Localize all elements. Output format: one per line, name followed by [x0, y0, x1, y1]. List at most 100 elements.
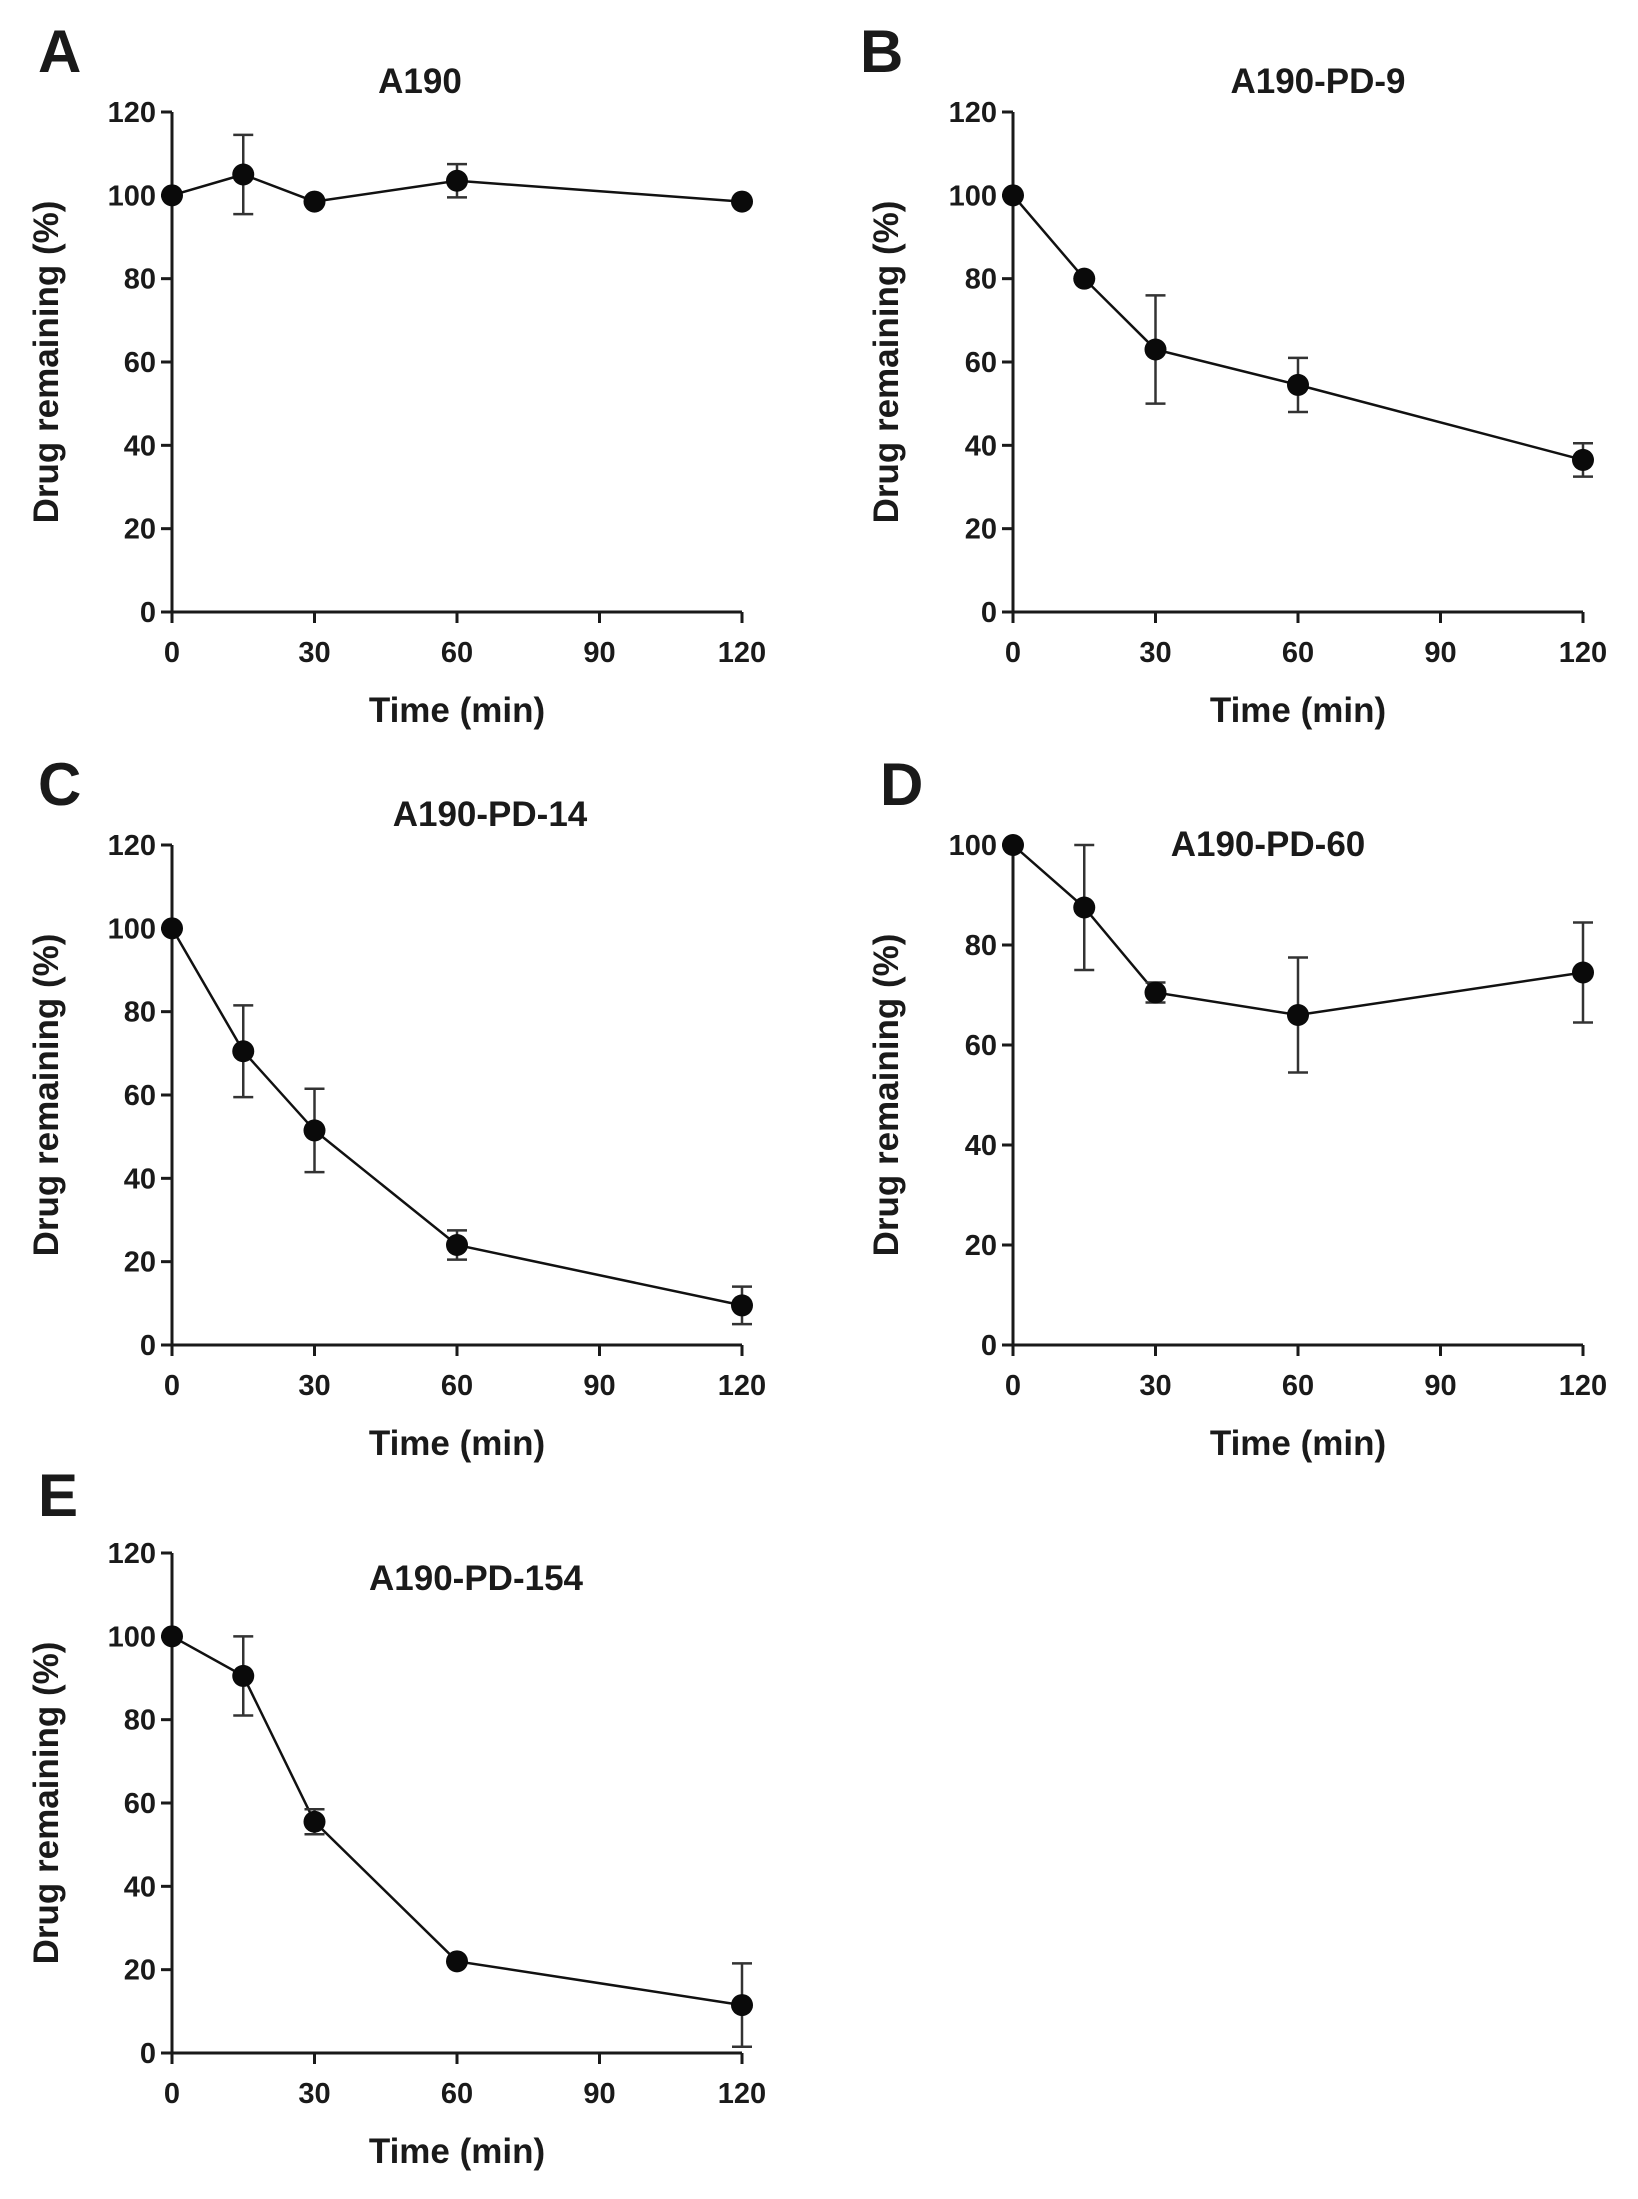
x-tick-label: 90 [583, 1370, 615, 1402]
data-point [1002, 184, 1024, 207]
y-tick-label: 100 [108, 1621, 156, 1653]
x-tick-label: 120 [718, 637, 766, 669]
x-tick-label: 90 [583, 2078, 615, 2110]
data-point [232, 163, 255, 186]
x-tick-label: 90 [1424, 637, 1456, 669]
x-tick-label: 60 [441, 1370, 473, 1402]
y-tick-label: 120 [108, 1538, 156, 1570]
chart-title: A190-PD-9 [1230, 62, 1405, 101]
x-axis-label: Time (min) [369, 2132, 545, 2171]
y-tick-label: 0 [140, 2038, 156, 2070]
panel-d: D A190-PD-60 0 20 40 60 80 100 0 30 60 90 120 Time (m… [867, 751, 1607, 1463]
data-point [1287, 373, 1309, 396]
series-line [1012, 194, 1584, 462]
panel-letter: A [38, 18, 81, 85]
x-tick-label: 30 [298, 637, 330, 669]
panel-letter: D [880, 751, 923, 818]
data-point [1073, 267, 1096, 290]
y-axis-label: Drug remaining (%) [27, 934, 66, 1257]
x-tick-label: 30 [298, 2078, 330, 2110]
y-tick-label: 120 [949, 97, 997, 129]
y-tick-label: 20 [124, 1955, 156, 1987]
y-tick-label: 60 [124, 1080, 156, 1112]
y-tick-label: 20 [124, 1247, 156, 1279]
data-point [303, 1119, 326, 1142]
data-point [731, 1294, 753, 1317]
series-line [171, 1635, 743, 2007]
panel-letter: B [860, 18, 903, 85]
x-tick-label: 120 [1559, 1370, 1607, 1402]
y-tick-label: 120 [108, 97, 156, 129]
data-point [303, 1810, 326, 1833]
data-point [1073, 896, 1096, 919]
y-tick-label: 60 [124, 347, 156, 379]
y-axis-label: Drug remaining (%) [27, 201, 66, 524]
y-tick-label: 60 [965, 1030, 997, 1062]
data-point [161, 917, 183, 940]
chart-title: A190-PD-60 [1171, 825, 1366, 864]
y-tick-label: 80 [124, 997, 156, 1029]
chart-title: A190-PD-154 [369, 1559, 584, 1598]
y-tick-label: 40 [124, 1163, 156, 1195]
y-tick-label: 60 [965, 347, 997, 379]
x-tick-label: 120 [1559, 637, 1607, 669]
y-tick-label: 40 [124, 430, 156, 462]
x-tick-label: 30 [1139, 637, 1171, 669]
x-tick-label: 30 [298, 1370, 330, 1402]
x-tick-label: 0 [164, 1370, 180, 1402]
data-point [1002, 834, 1024, 856]
y-axis-label: Drug remaining (%) [867, 934, 906, 1257]
y-tick-label: 100 [949, 830, 997, 862]
x-axis-label: Time (min) [369, 1424, 545, 1463]
x-tick-label: 60 [1282, 637, 1314, 669]
data-point [232, 1040, 255, 1063]
y-tick-label: 0 [140, 1330, 156, 1362]
data-point [1572, 961, 1594, 984]
x-tick-label: 120 [718, 2078, 766, 2110]
panel-e: E A190-PD-154 0 20 40 60 80 100 120 0 30 60 90 120 Tim… [27, 1462, 766, 2171]
panel-a: A A190 0 20 40 60 80 100 120 0 30 60 90 120 Time (min)… [27, 18, 766, 730]
y-tick-label: 40 [965, 430, 997, 462]
x-tick-label: 90 [1424, 1370, 1456, 1402]
y-tick-label: 100 [108, 180, 156, 212]
panel-b: B A190-PD-9 0 20 40 60 80 100 120 0 30 60 90 120 Time … [860, 18, 1607, 730]
y-tick-label: 60 [124, 1788, 156, 1820]
data-point [1287, 1004, 1309, 1026]
x-tick-label: 0 [164, 2078, 180, 2110]
x-tick-label: 0 [1005, 637, 1021, 669]
x-tick-label: 120 [718, 1370, 766, 1402]
y-tick-label: 80 [965, 930, 997, 962]
x-tick-label: 60 [1282, 1370, 1314, 1402]
panel-c: C A190-PD-14 0 20 40 60 80 100 120 0 30 60 90 120 Time… [27, 751, 766, 1463]
y-tick-label: 0 [140, 597, 156, 629]
y-tick-label: 0 [981, 1330, 997, 1362]
data-point [232, 1664, 255, 1687]
panel-letter: C [38, 751, 81, 818]
y-tick-label: 80 [965, 264, 997, 296]
data-point [1572, 448, 1594, 471]
data-point [161, 1625, 183, 1648]
panel-letter: E [38, 1462, 78, 1529]
y-tick-label: 20 [124, 514, 156, 546]
x-axis-label: Time (min) [1210, 691, 1386, 730]
data-point [446, 169, 468, 192]
y-tick-label: 40 [965, 1130, 997, 1162]
chart-title: A190-PD-14 [393, 795, 588, 834]
x-tick-label: 0 [1005, 1370, 1021, 1402]
y-tick-label: 100 [108, 913, 156, 945]
y-tick-label: 100 [949, 180, 997, 212]
y-tick-label: 20 [965, 1230, 997, 1262]
y-tick-label: 40 [124, 1871, 156, 1903]
y-tick-label: 0 [981, 597, 997, 629]
y-tick-label: 120 [108, 830, 156, 862]
y-tick-label: 80 [124, 1705, 156, 1737]
x-tick-label: 90 [583, 637, 615, 669]
y-axis-label: Drug remaining (%) [867, 201, 906, 524]
data-point [446, 1950, 468, 1973]
data-point [731, 1994, 753, 2017]
x-axis-label: Time (min) [1210, 1424, 1386, 1463]
x-axis-label: Time (min) [369, 691, 545, 730]
x-tick-label: 60 [441, 2078, 473, 2110]
y-tick-label: 80 [124, 264, 156, 296]
data-point [1144, 981, 1167, 1004]
